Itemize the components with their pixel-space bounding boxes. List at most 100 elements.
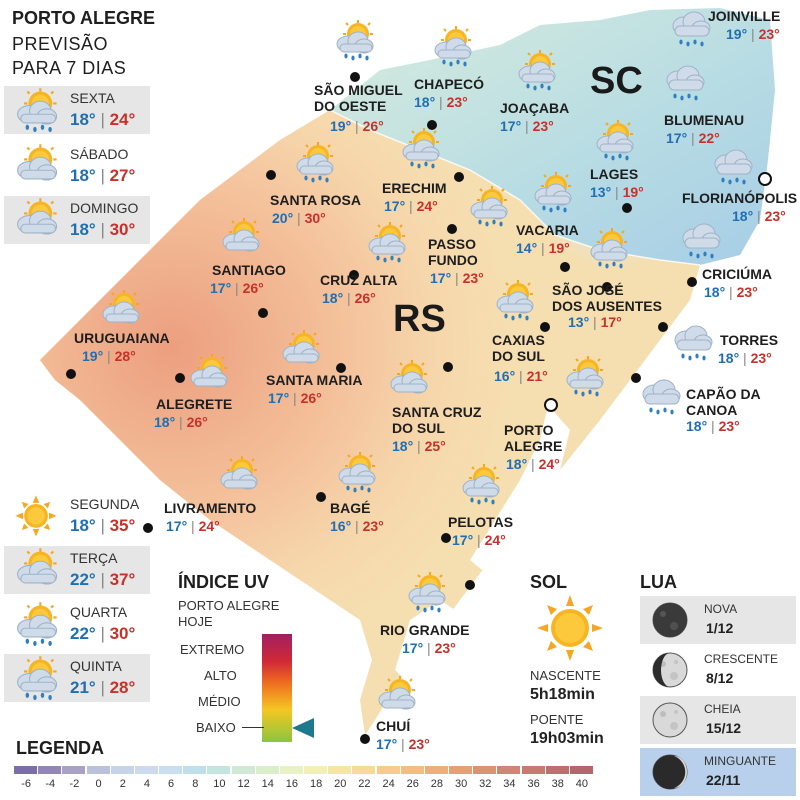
sun-cloud-icon xyxy=(372,676,420,716)
sun-cloud-icon xyxy=(96,290,144,330)
day-temps: 18° | 30° xyxy=(70,220,136,239)
rain-cloud-icon xyxy=(668,322,716,362)
uv-scale-bar xyxy=(262,634,292,742)
city-name-sao-miguel-do-oeste: SÃO MIGUEL DO OESTE xyxy=(314,82,403,114)
legend-swatch xyxy=(38,766,62,774)
header-line2: PREVISÃO xyxy=(12,34,109,54)
city-min: 14° xyxy=(516,240,538,256)
uv-pointer-icon xyxy=(292,718,314,738)
legend-swatch xyxy=(134,766,158,774)
city-marker-livramento xyxy=(143,523,153,533)
sun-rise-label: NASCENTE xyxy=(530,668,601,683)
city-name-blumenau: BLUMENAU xyxy=(664,112,745,128)
city-temps-sao-miguel-do-oeste: 19° | 26° xyxy=(330,118,384,134)
city-min: 17° xyxy=(268,390,290,406)
legend-swatch xyxy=(14,766,38,774)
rain-cloud-icon xyxy=(676,220,724,260)
city-max: 23° xyxy=(434,640,456,656)
city-min: 20° xyxy=(272,210,294,226)
capital-marker-porto-alegre xyxy=(544,398,558,412)
rain-cloud-icon xyxy=(636,376,684,416)
city-min: 19° xyxy=(82,348,104,364)
crescent-moon-icon xyxy=(650,650,690,695)
day-min: 18° xyxy=(70,516,96,535)
legend-swatch xyxy=(569,766,593,774)
day-name: SÁBADO xyxy=(70,146,129,162)
header-line3: PARA 7 DIAS xyxy=(12,58,127,78)
city-temps-sao-jose-dos-ausentes: 13° | 17° xyxy=(568,314,622,330)
city-marker-capao-da-canoa xyxy=(631,373,641,383)
legend-value: -2 xyxy=(69,778,80,790)
uv-level-baixo: BAIXO xyxy=(196,720,236,735)
sun-cloud-rain-icon xyxy=(590,120,638,161)
sun-cloud-icon xyxy=(216,218,264,258)
city-name-florianopolis: FLORIANÓPOLIS xyxy=(682,190,798,206)
sun-cloud-rain-icon xyxy=(332,452,380,493)
city-max: 23° xyxy=(750,350,772,366)
city-marker-sao-miguel-do-oeste xyxy=(350,72,360,82)
legend-value: 28 xyxy=(430,778,444,790)
city-max: 22° xyxy=(698,130,720,146)
moon-name: NOVA xyxy=(704,602,738,616)
city-temps-blumenau: 17° | 22° xyxy=(666,130,720,146)
city-min: 18° xyxy=(718,350,740,366)
header-city: PORTO ALEGRE xyxy=(12,8,156,28)
moon-date: 1/12 xyxy=(706,620,734,636)
city-max: 24° xyxy=(416,198,438,214)
city-temps-bage: 16° | 23° xyxy=(330,518,384,534)
day-min: 21° xyxy=(70,678,96,697)
day-min: 18° xyxy=(70,110,96,129)
legend-swatch xyxy=(86,766,110,774)
city-temps-cruz-alta: 18° | 26° xyxy=(322,290,376,306)
city-max: 24° xyxy=(484,532,506,548)
city-temps-santiago: 17° | 26° xyxy=(210,280,264,296)
city-temps-capao-da-canoa: 18° | 23° xyxy=(686,418,740,434)
city-temps-uruguaiana: 19° | 28° xyxy=(82,348,136,364)
day-name: QUARTA xyxy=(70,604,128,620)
city-min: 18° xyxy=(392,438,414,454)
sun-cloud-rain-icon xyxy=(290,142,338,183)
city-min: 18° xyxy=(686,418,708,434)
legend-value: 18 xyxy=(309,778,323,790)
city-min: 19° xyxy=(726,26,748,42)
day-min: 22° xyxy=(70,570,96,589)
city-name-capao-da-canoa: CAPÃO DA CANOA xyxy=(686,386,761,418)
legend-swatch xyxy=(159,766,183,774)
day-min: 18° xyxy=(70,220,96,239)
day-name: SEGUNDA xyxy=(70,496,140,512)
city-marker-criciuma xyxy=(687,277,697,287)
legend-swatch xyxy=(352,766,376,774)
city-name-joacaba: JOAÇABA xyxy=(500,100,570,116)
city-max: 23° xyxy=(408,736,430,752)
uv-subtitle-city: PORTO ALEGRE xyxy=(178,598,280,613)
legend-value: 12 xyxy=(237,778,250,790)
city-marker-bage xyxy=(316,492,326,502)
city-temps-lages: 13° | 19° xyxy=(590,184,644,200)
lagoa-dos-patos xyxy=(470,405,570,570)
forecast-day-terca: TERÇA 22° | 37° xyxy=(4,546,150,594)
city-name-torres: TORRES xyxy=(720,332,779,348)
city-name-santa-rosa: SANTA ROSA xyxy=(270,192,361,208)
rain-cloud-icon xyxy=(660,62,708,102)
legend-value: 38 xyxy=(551,778,564,790)
legend-value: 8 xyxy=(192,778,199,790)
city-marker-chapeco xyxy=(427,120,437,130)
city-marker-erechim xyxy=(454,172,464,182)
city-marker-chui xyxy=(360,734,370,744)
city-marker-pelotas xyxy=(441,533,451,543)
city-temps-porto-alegre: 18° | 24° xyxy=(506,456,560,472)
city-temps-alegrete: 18° | 26° xyxy=(154,414,208,430)
moon-date: 22/11 xyxy=(706,772,741,788)
day-temps: 21° | 28° xyxy=(70,678,136,697)
legend-value: 14 xyxy=(261,778,274,790)
city-temps-vacaria: 14° | 19° xyxy=(516,240,570,256)
city-max: 21° xyxy=(526,368,548,384)
sun-rise-time: 5h18min xyxy=(530,686,595,703)
city-temps-joinville: 19° | 23° xyxy=(726,26,780,42)
sun-cloud-rain-icon xyxy=(464,186,512,227)
sun-cloud-icon xyxy=(276,330,324,370)
moon-phase-nova: NOVA 1/12 xyxy=(640,596,796,644)
city-min: 18° xyxy=(322,290,344,306)
city-max: 23° xyxy=(764,208,786,224)
waning-moon-icon xyxy=(650,752,690,797)
